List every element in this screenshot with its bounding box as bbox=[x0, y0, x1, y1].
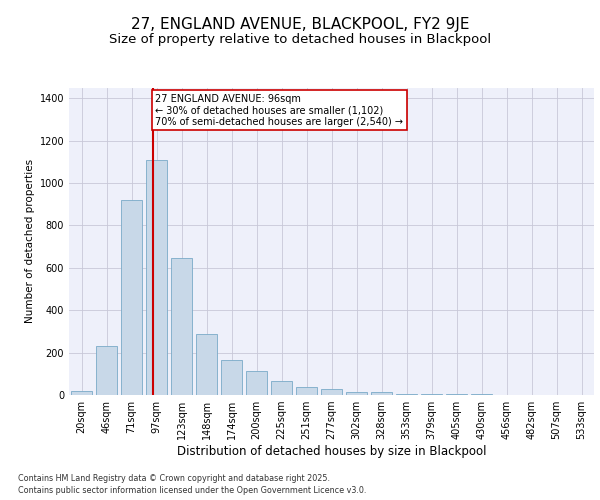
Bar bbox=[71, 391, 92, 395]
Bar bbox=[396, 394, 417, 395]
Bar bbox=[246, 370, 267, 395]
Bar bbox=[421, 394, 442, 395]
Bar bbox=[321, 388, 342, 395]
Y-axis label: Number of detached properties: Number of detached properties bbox=[25, 159, 35, 324]
Bar bbox=[296, 386, 317, 395]
Bar bbox=[446, 394, 467, 395]
Bar bbox=[96, 346, 117, 395]
Bar bbox=[196, 334, 217, 395]
Bar bbox=[471, 394, 492, 395]
Bar bbox=[271, 381, 292, 395]
Bar bbox=[121, 200, 142, 395]
Bar bbox=[146, 160, 167, 395]
Text: 27, ENGLAND AVENUE, BLACKPOOL, FY2 9JE: 27, ENGLAND AVENUE, BLACKPOOL, FY2 9JE bbox=[131, 16, 469, 32]
Bar bbox=[371, 392, 392, 395]
Text: 27 ENGLAND AVENUE: 96sqm
← 30% of detached houses are smaller (1,102)
70% of sem: 27 ENGLAND AVENUE: 96sqm ← 30% of detach… bbox=[155, 94, 403, 127]
Bar bbox=[171, 258, 192, 395]
Text: Size of property relative to detached houses in Blackpool: Size of property relative to detached ho… bbox=[109, 32, 491, 46]
X-axis label: Distribution of detached houses by size in Blackpool: Distribution of detached houses by size … bbox=[177, 445, 486, 458]
Bar bbox=[221, 360, 242, 395]
Text: Contains HM Land Registry data © Crown copyright and database right 2025.
Contai: Contains HM Land Registry data © Crown c… bbox=[18, 474, 367, 495]
Bar bbox=[346, 392, 367, 395]
